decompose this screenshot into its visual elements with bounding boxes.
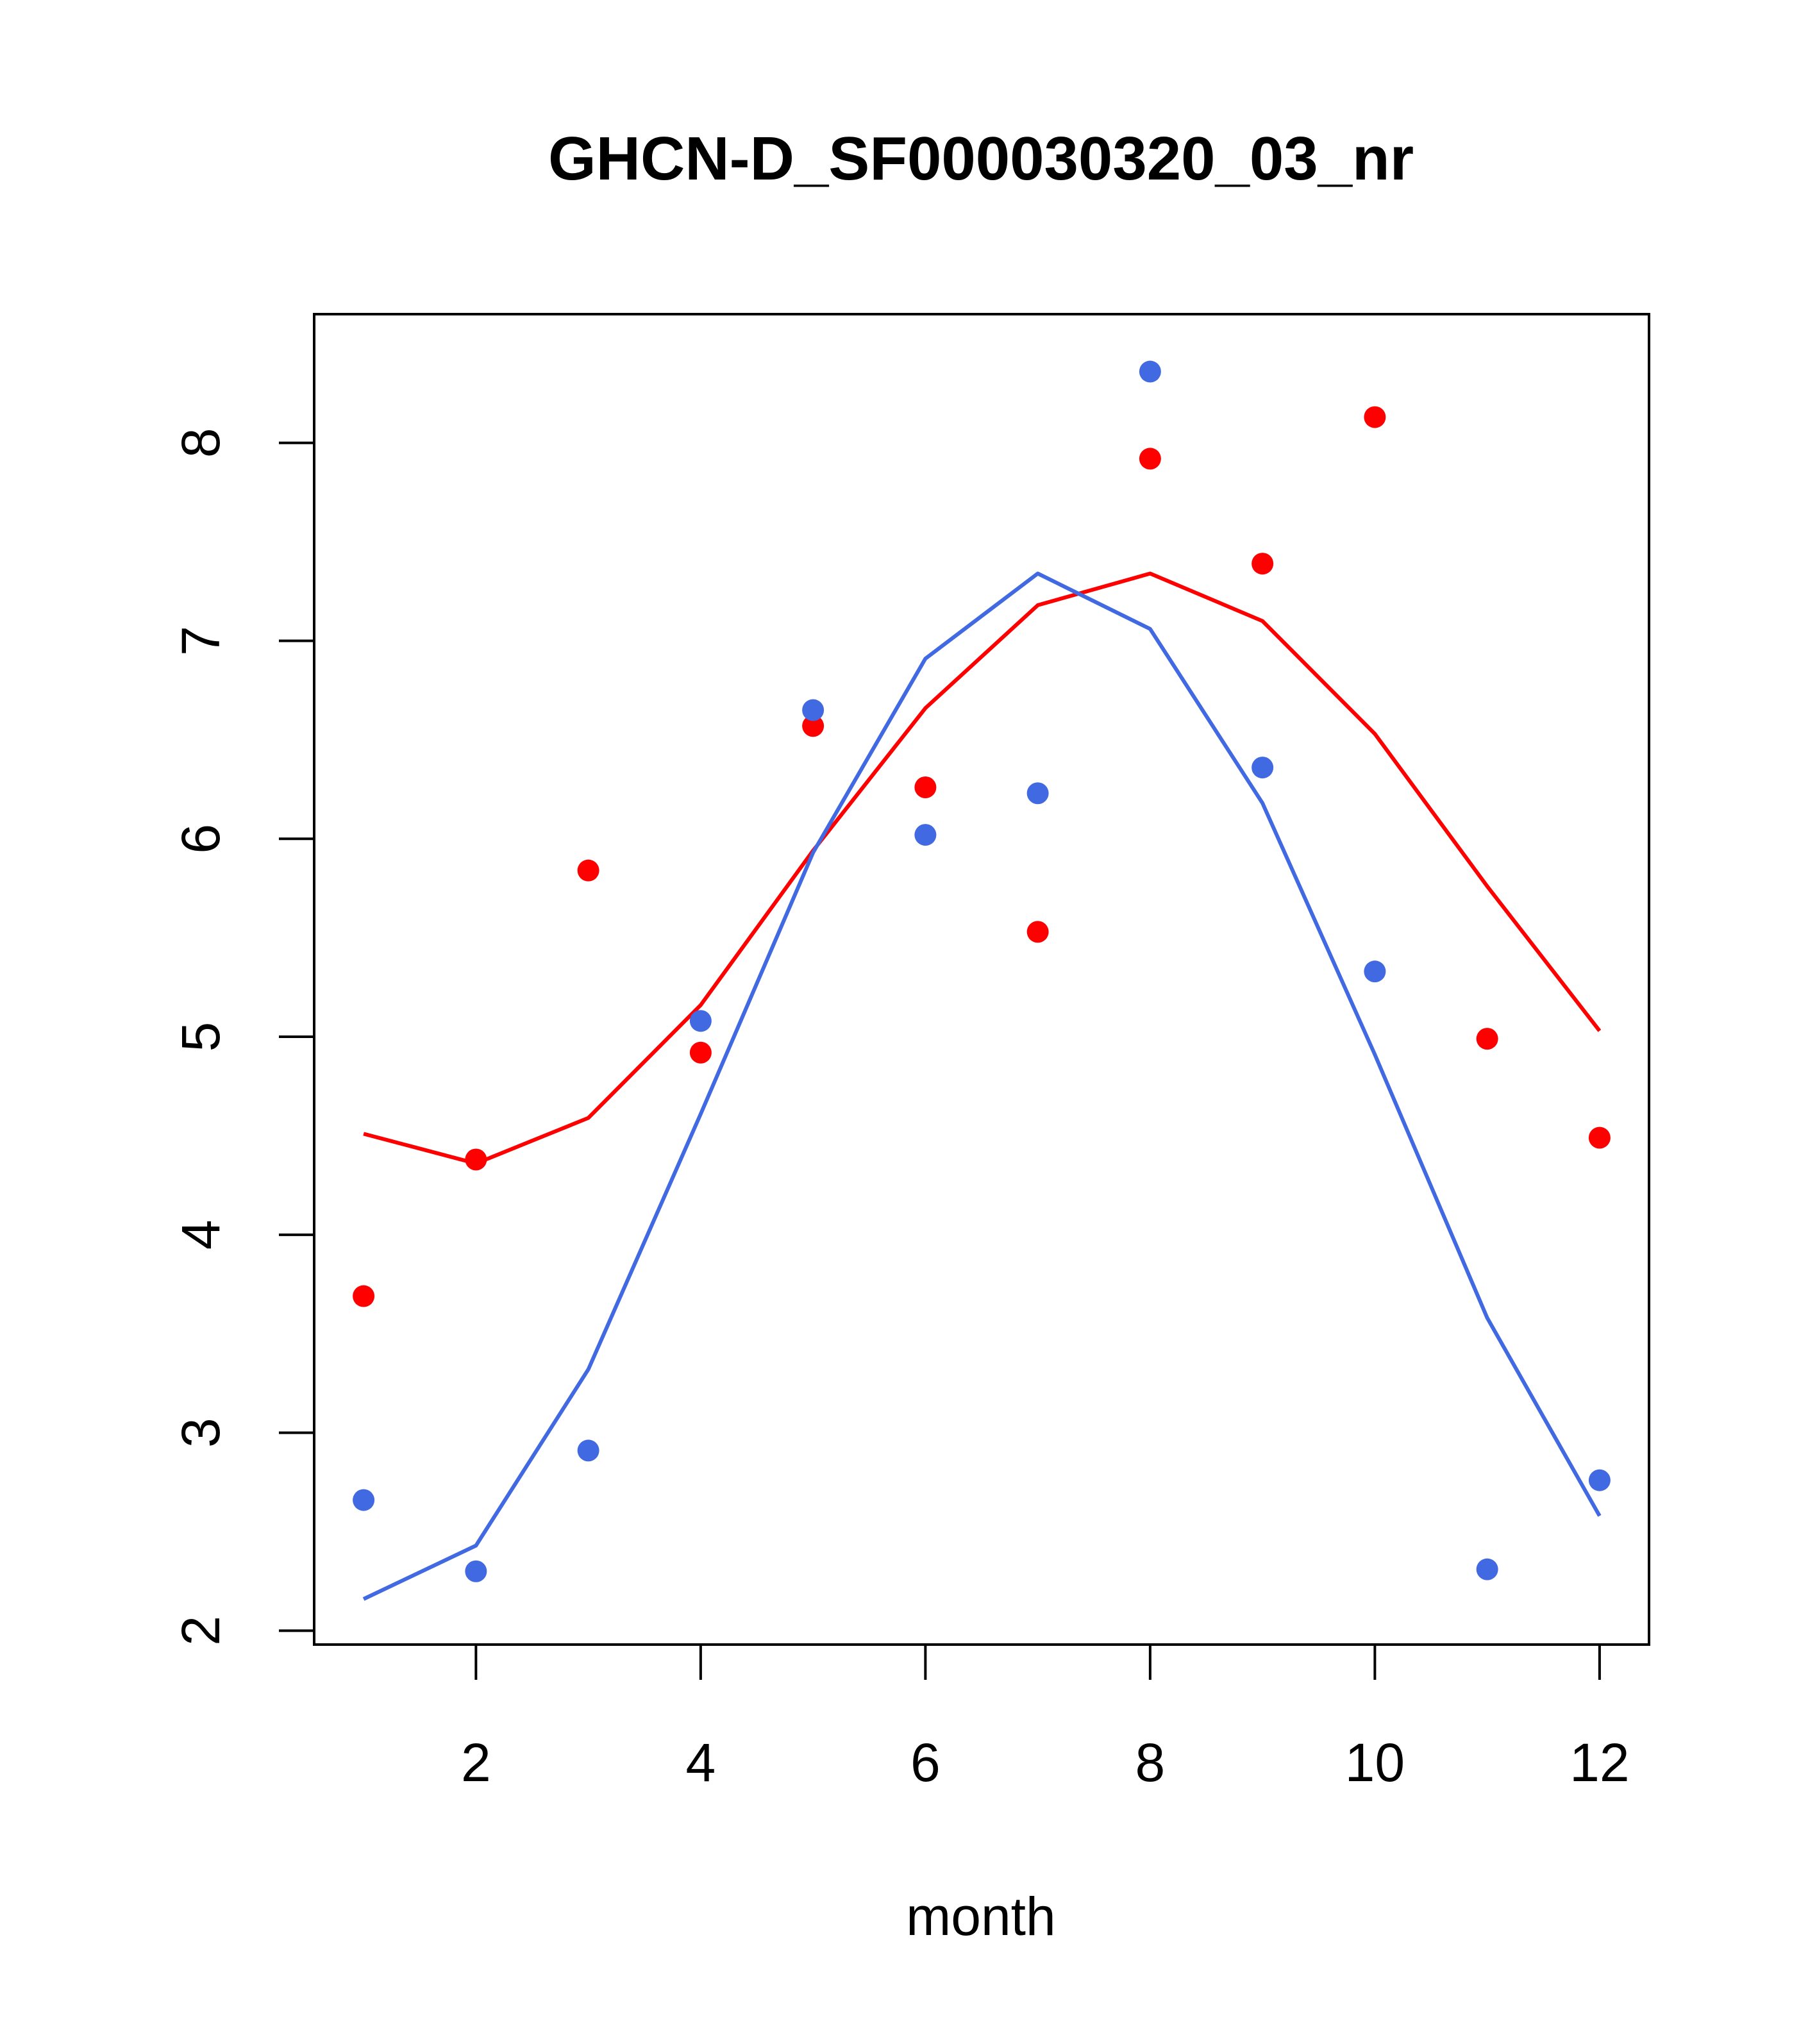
series-0-point-10 — [1364, 406, 1386, 428]
x-axis-title: month — [906, 1886, 1055, 1947]
series-1-point-10 — [1364, 960, 1386, 983]
x-tick-label: 2 — [461, 1732, 491, 1793]
x-tick-label: 6 — [910, 1732, 941, 1793]
series-0-point-8 — [1139, 448, 1161, 470]
series-1-point-1 — [353, 1489, 375, 1511]
series-1-point-7 — [1026, 782, 1049, 805]
series-0-point-5 — [802, 715, 825, 737]
series-0-point-6 — [914, 776, 937, 798]
x-tick-label: 10 — [1345, 1732, 1405, 1793]
y-tick-label: 8 — [171, 428, 231, 458]
y-tick-label: 7 — [171, 626, 231, 656]
series-0-point-7 — [1026, 921, 1049, 943]
y-tick-label: 5 — [171, 1022, 231, 1052]
series-1-point-4 — [689, 1010, 712, 1032]
y-tick-label: 6 — [171, 824, 231, 854]
x-tick-label: 8 — [1135, 1732, 1166, 1793]
y-tick-label: 4 — [171, 1219, 231, 1250]
series-1-point-8 — [1139, 360, 1161, 383]
series-0-point-4 — [689, 1041, 712, 1064]
series-1-point-12 — [1588, 1469, 1611, 1491]
series-layer — [353, 360, 1611, 1601]
series-0-point-1 — [353, 1285, 375, 1307]
series-1-point-9 — [1252, 757, 1274, 779]
series-0-point-3 — [577, 859, 599, 882]
series-1-point-3 — [577, 1439, 599, 1462]
series-1-point-2 — [465, 1560, 487, 1582]
y-tick-label: 2 — [171, 1616, 231, 1646]
series-line-3 — [362, 571, 1602, 1601]
series-line-2 — [363, 571, 1602, 1166]
y-axis: 2 3 4 5 6 7 8 — [171, 428, 315, 1646]
y-tick-label: 3 — [171, 1418, 231, 1448]
series-0-point-11 — [1476, 1028, 1498, 1050]
series-0-point-9 — [1252, 553, 1274, 575]
series-1-point-6 — [914, 824, 937, 846]
x-tick-label: 4 — [686, 1732, 716, 1793]
chart-title: GHCN-D_SF000030320_03_nr — [548, 124, 1414, 193]
series-1-point-5 — [802, 699, 825, 721]
series-0-point-2 — [465, 1148, 487, 1171]
series-0-point-12 — [1588, 1127, 1611, 1149]
x-axis: 2 4 6 8 10 12 — [461, 1643, 1630, 1793]
x-tick-label: 12 — [1570, 1732, 1629, 1793]
series-1-point-11 — [1476, 1558, 1498, 1580]
